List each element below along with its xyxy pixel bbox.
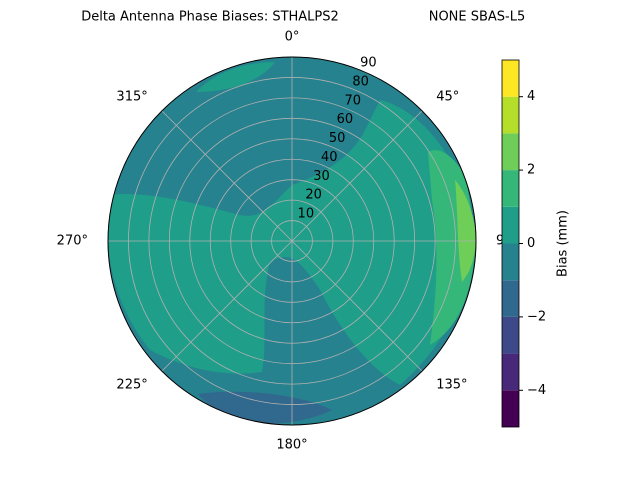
polar-grid: 1020304050607080900°45°90°135°180°225°27… xyxy=(57,30,519,453)
angle-tick-label: 270° xyxy=(57,234,88,249)
colorbar-band xyxy=(502,60,519,97)
colorbar-tick-label: 0 xyxy=(527,236,535,251)
angular-grid-line xyxy=(291,240,423,372)
angular-grid-line xyxy=(161,110,293,242)
contour-region xyxy=(196,62,275,92)
radial-tick-label: 80 xyxy=(352,74,369,89)
radial-tick-label: 90 xyxy=(360,56,377,71)
angle-tick-label: 315° xyxy=(116,89,147,104)
polar-frame xyxy=(107,56,477,426)
colorbar-tick-label: −4 xyxy=(527,383,546,398)
angle-tick-label: 135° xyxy=(436,378,467,393)
colorbar-tick-label: −2 xyxy=(527,309,546,324)
colorbar-band xyxy=(502,316,519,354)
radial-tick-label: 10 xyxy=(298,207,315,222)
angle-tick-label: 225° xyxy=(116,378,147,393)
colorbar-band xyxy=(502,133,519,171)
contour-region xyxy=(455,180,476,282)
angular-grid-line xyxy=(161,240,293,372)
colorbar-band xyxy=(502,280,519,317)
colorbar-band xyxy=(502,206,519,244)
radial-tick-label: 70 xyxy=(344,93,361,108)
colorbar-band xyxy=(502,390,519,427)
angular-grid-line xyxy=(291,110,423,242)
radial-tick-label: 30 xyxy=(313,169,330,184)
radial-tick-label: 40 xyxy=(321,150,338,165)
colorbar-tick-label: 4 xyxy=(527,89,535,104)
radial-tick-label: 60 xyxy=(337,112,354,127)
angle-tick-label: 180° xyxy=(276,438,307,453)
chart-subtitle: NONE SBAS-L5 xyxy=(429,10,526,25)
radial-tick-label: 50 xyxy=(329,131,346,146)
colorbar-band xyxy=(502,243,519,281)
colorbar-band xyxy=(502,353,519,391)
chart-title: Delta Antenna Phase Biases: STHALPS2 xyxy=(81,10,339,25)
colorbar-label: Bias (mm) xyxy=(556,210,571,277)
colorbar-band xyxy=(502,96,519,134)
colorbar-band xyxy=(502,170,519,207)
colorbar-tick-label: 2 xyxy=(527,163,535,178)
angle-tick-label: 45° xyxy=(436,89,459,104)
angle-tick-label: 0° xyxy=(285,30,300,45)
radial-tick-label: 20 xyxy=(305,188,322,203)
